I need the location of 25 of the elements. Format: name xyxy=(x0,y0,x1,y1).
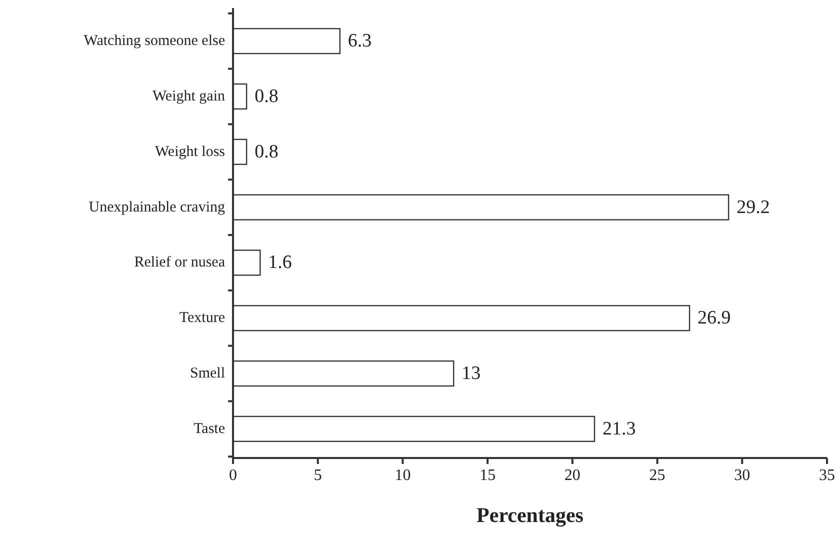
x-tick-label: 10 xyxy=(394,467,411,484)
y-tick-label: Texture xyxy=(179,310,226,326)
data-label: 21.3 xyxy=(602,418,636,440)
data-label: 29.2 xyxy=(736,196,770,218)
data-label: 0.8 xyxy=(254,141,278,162)
y-tick-label: Unexplainable craving xyxy=(88,199,226,216)
y-tick-label: Watching someone else xyxy=(84,33,226,50)
y-tick-label: Smell xyxy=(190,366,225,382)
x-axis-title: Percentages xyxy=(476,503,584,527)
data-label: 0.8 xyxy=(254,86,278,107)
x-tick-label: 35 xyxy=(819,467,835,484)
x-tick-label: 15 xyxy=(480,467,496,484)
y-tick-label: Relief or nusea xyxy=(134,254,226,271)
data-label: 26.9 xyxy=(698,308,731,329)
data-label: 6.3 xyxy=(348,30,372,52)
x-tick-label: 5 xyxy=(314,467,322,484)
x-tick-label: 20 xyxy=(564,467,580,484)
y-tick-label: Taste xyxy=(194,420,226,437)
y-tick-label: Weight gain xyxy=(152,88,226,104)
x-tick-label: 0 xyxy=(229,467,237,484)
data-label: 13 xyxy=(462,363,481,384)
y-tick-label: Weight loss xyxy=(154,144,226,160)
x-tick-label: 30 xyxy=(734,467,750,484)
data-label: 1.6 xyxy=(268,252,292,274)
x-tick-label: 25 xyxy=(649,467,666,484)
